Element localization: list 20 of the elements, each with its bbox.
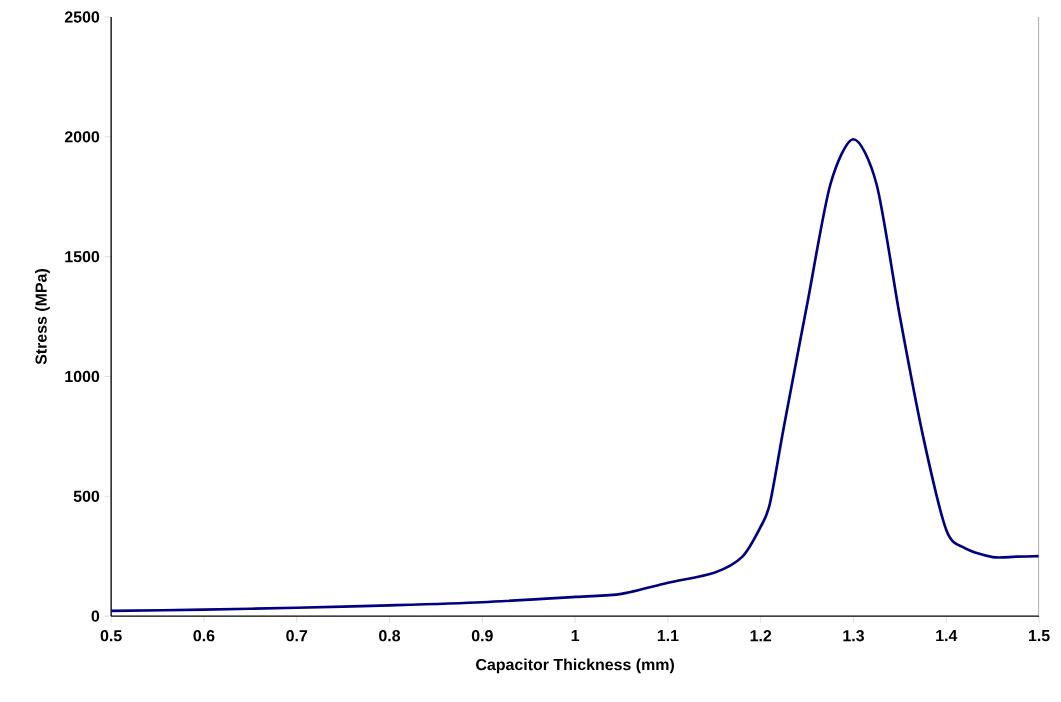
x-tick-label: 1.2	[750, 630, 772, 642]
y-tick-label: 1500	[65, 251, 100, 263]
x-tick-label: 1.3	[843, 630, 864, 642]
line-series	[111, 137, 1040, 613]
x-tick-label: 0.7	[286, 630, 308, 642]
y-axis-title: Stress (MPa)	[35, 269, 50, 365]
y-tick-label: 1000	[65, 370, 100, 383]
x-tick-label: 1.4	[936, 630, 958, 642]
y-tick-label: 2500	[64, 11, 100, 23]
x-tick-label: 1.1	[657, 630, 679, 642]
x-tick-label: 0.5	[100, 630, 122, 642]
x-axis-title: Capacitor Thickness (mm)	[476, 658, 674, 674]
x-tick-label: 1.5	[1029, 630, 1050, 642]
y-tick-label: 0	[91, 610, 100, 622]
y-tick-label: 2000	[64, 131, 100, 143]
x-tick-label: 0.6	[193, 630, 215, 642]
y-tick-label: 500	[73, 490, 100, 502]
x-tick-label: 0.9	[471, 630, 493, 642]
x-tick-label: 0.8	[379, 630, 401, 642]
x-tick-label: 1	[571, 630, 580, 642]
